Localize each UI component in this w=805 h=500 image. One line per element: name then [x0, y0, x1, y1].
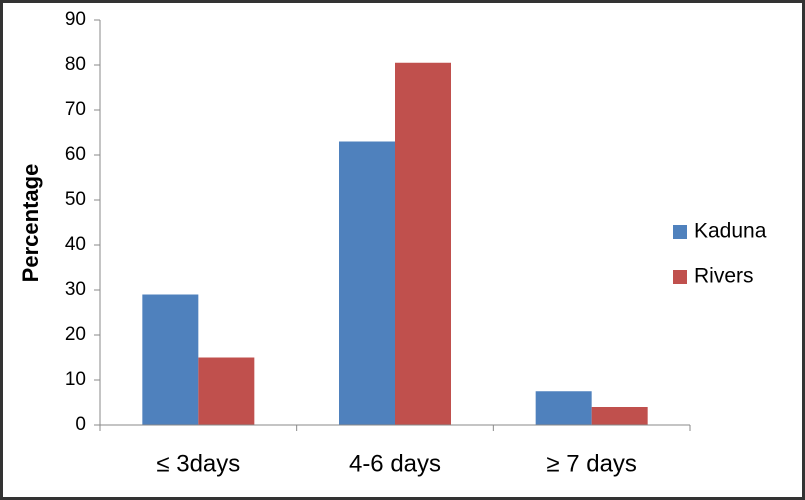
legend-label: Kaduna — [694, 220, 767, 243]
y-tick-label: 30 — [65, 279, 86, 300]
bar — [339, 141, 395, 425]
y-tick-label: 90 — [65, 9, 86, 30]
bar — [591, 407, 648, 425]
x-tick-label: ≤ 3days — [156, 450, 240, 477]
y-tick-label: 80 — [65, 54, 86, 75]
x-tick-label: ≥ 7 days — [546, 450, 637, 477]
bar — [142, 294, 199, 425]
y-tick-label: 10 — [65, 369, 86, 390]
bar — [198, 357, 255, 425]
y-tick-label: 70 — [65, 99, 86, 120]
legend-swatch — [673, 270, 687, 284]
y-tick-label: 20 — [65, 324, 86, 345]
legend-label: Rivers — [694, 265, 754, 288]
x-tick-label: 4-6 days — [349, 450, 441, 477]
y-tick-label: 40 — [65, 234, 86, 255]
y-axis-title: Percentage — [18, 164, 43, 283]
bar — [395, 62, 451, 425]
bar — [535, 391, 592, 425]
y-tick-label: 60 — [65, 144, 86, 165]
y-tick-label: 50 — [65, 189, 86, 210]
y-tick-label: 0 — [75, 414, 86, 435]
legend-swatch — [673, 225, 687, 239]
